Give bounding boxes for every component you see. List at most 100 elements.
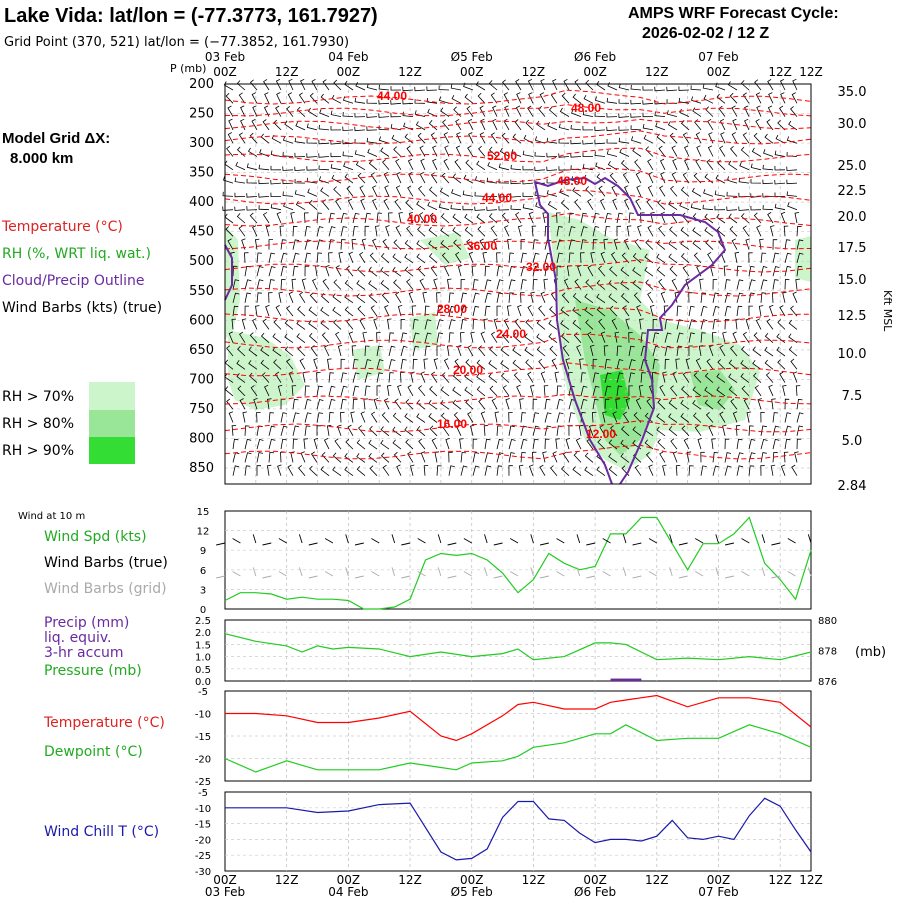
- wind-barb-grid: [308, 575, 318, 579]
- wind-barb: [364, 372, 372, 383]
- wind-spd-label: Wind Spd (kts): [44, 529, 147, 545]
- wind-barb: [390, 124, 402, 131]
- wind-barb: [712, 292, 720, 303]
- wind-barb: [534, 151, 546, 157]
- wind-barb: [591, 411, 597, 423]
- wind-barb: [672, 158, 678, 170]
- wind-barb: [592, 398, 599, 410]
- wind-barb: [554, 371, 560, 383]
- wind-barb: [655, 122, 666, 131]
- wind-barb: [724, 438, 730, 450]
- wind-barb: [752, 346, 762, 357]
- wind-barb: [260, 332, 270, 344]
- wind-barb: [455, 251, 462, 264]
- wind-barb: [524, 346, 534, 357]
- wind-barb: [606, 126, 618, 132]
- wind-barb: [268, 451, 274, 463]
- wind-barb: [359, 251, 366, 264]
- wind-barb: [692, 386, 702, 397]
- wind-barb: [730, 398, 738, 410]
- wind-barb: [367, 148, 378, 157]
- wind-barb: [464, 93, 474, 104]
- wind-barb: [739, 162, 750, 171]
- wind-barb: [282, 191, 294, 197]
- wind-barb: [705, 239, 714, 250]
- wind-barb: [668, 200, 678, 211]
- wind-barb: [256, 279, 264, 290]
- wind-barb: [451, 189, 462, 197]
- wind-barb-grid: [530, 567, 534, 577]
- wind-barb: [372, 198, 378, 210]
- wind-barb: [796, 438, 802, 450]
- wind-barb: [520, 438, 528, 450]
- wind-barb: [294, 190, 306, 197]
- wind-barb: [328, 385, 336, 396]
- isotherm-labels: 44.0048.0052.0048.0044.0040.0036.0032.00…: [377, 89, 616, 441]
- isotherm-label: 40.00: [407, 212, 437, 226]
- wind-barb: [455, 145, 462, 157]
- wind-barb: [707, 118, 714, 131]
- wind-barb: [316, 399, 324, 410]
- wind-barb: [512, 346, 522, 357]
- wind-barb: [772, 279, 779, 290]
- wind-barb: [679, 108, 690, 117]
- wind-barb: [223, 176, 234, 184]
- wind-barb: [282, 166, 294, 171]
- wind-barb: [320, 93, 330, 104]
- wind-barb: [728, 213, 738, 224]
- wind-barb: [360, 411, 366, 423]
- wind-barb: [741, 385, 750, 397]
- wind-barb: [768, 92, 774, 104]
- wind-barb: [376, 372, 383, 383]
- wind-barb: [670, 212, 678, 224]
- wind-barb: [580, 239, 587, 250]
- wind-barb: [410, 464, 415, 476]
- precip-liq-label: liq. equiv.: [44, 630, 111, 646]
- wind-barb: [511, 149, 522, 157]
- wind-barb: [397, 384, 402, 397]
- wind-barb: [234, 206, 246, 211]
- wind-barb: [467, 411, 474, 423]
- bottom-date-label: 04 Feb: [328, 885, 368, 899]
- wind-barb: [623, 238, 630, 250]
- wind-barb: [244, 252, 249, 263]
- wind-barb: [298, 534, 303, 544]
- wind-barb: [702, 204, 714, 211]
- wind-barb: [796, 412, 804, 423]
- wind-barb: [416, 426, 426, 437]
- wind-barb: [406, 225, 414, 237]
- wind-barb: [616, 385, 623, 396]
- wind-barb: [256, 252, 262, 263]
- wind-barb: [544, 398, 551, 410]
- wind-barb-grid: [437, 567, 442, 577]
- wind-barb: [633, 292, 642, 304]
- wind-barb: [316, 425, 321, 436]
- wind-barb: [580, 385, 588, 396]
- wind-barb: [692, 399, 702, 410]
- wind-barb: [216, 542, 226, 546]
- wind-barb: [236, 146, 246, 157]
- wind-barb: [448, 292, 455, 303]
- wind-barb: [378, 84, 390, 91]
- wind-barb: [736, 305, 743, 317]
- wind-barb: [459, 438, 464, 450]
- wind-barb: [236, 213, 246, 224]
- wind-barb: [547, 122, 558, 131]
- wind-barb: [742, 225, 750, 237]
- top-date-label: Ø6 Feb: [574, 50, 616, 64]
- wind-barb: [264, 92, 270, 104]
- wind-barb: [558, 166, 570, 171]
- wind-barb: [414, 110, 426, 117]
- wind-barb: [356, 293, 366, 304]
- wind-barb: [244, 265, 251, 277]
- y-tick-label: -15: [195, 732, 211, 743]
- wind-barb: [692, 240, 702, 250]
- wind-barb: [755, 92, 762, 104]
- wind-barb: [405, 199, 414, 210]
- wind-barb: [340, 239, 346, 250]
- wind-barb: [722, 331, 727, 343]
- wind-barb: [630, 99, 642, 105]
- wind-barb: [471, 265, 477, 277]
- pressure-unit-label: (mb): [855, 645, 886, 660]
- pressure-tick-label: 750: [189, 402, 214, 417]
